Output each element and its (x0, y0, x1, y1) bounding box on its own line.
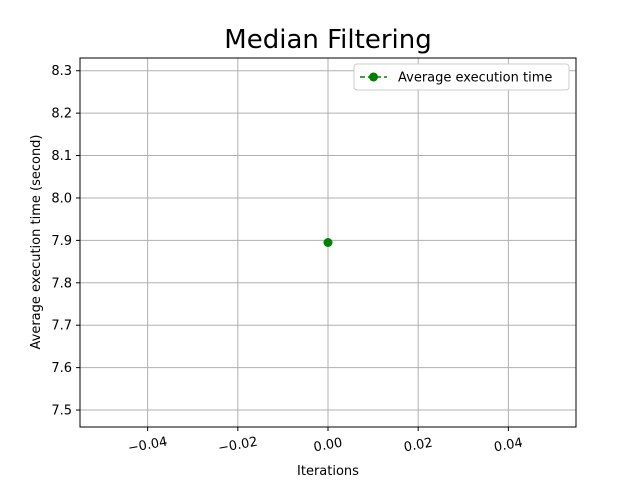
x-axis-label: Iterations (297, 464, 359, 479)
legend: Average execution time (353, 63, 570, 91)
data-point (323, 238, 333, 247)
y-tick-label: 7.6 (51, 361, 72, 376)
legend-box (353, 63, 570, 91)
legend-label: Average execution time (398, 71, 552, 86)
x-tick-label: −0.04 (127, 435, 169, 457)
x-tick-label: 0.02 (403, 436, 434, 456)
chart-title: Median Filtering (224, 25, 431, 55)
series-layer (323, 238, 333, 247)
y-tick-label: 7.7 (51, 319, 72, 334)
x-tick-label: 0.00 (313, 436, 344, 456)
y-tick-label: 8.3 (51, 64, 72, 79)
y-tick-label: 7.9 (51, 234, 72, 249)
y-tick-label: 8.2 (51, 107, 72, 122)
y-axis-label: Average execution time (second) (29, 134, 44, 349)
y-tick-label: 8.0 (51, 191, 72, 206)
y-tick-label: 7.5 (51, 404, 72, 419)
x-tick-label: −0.02 (217, 435, 259, 457)
legend-marker (369, 72, 378, 82)
y-tick-label: 8.1 (51, 149, 72, 164)
y-axis: 7.5 7.6 7.7 7.8 7.9 8.0 8.1 8.2 8.3 (51, 64, 80, 419)
x-tick-label: 0.04 (493, 436, 524, 456)
x-axis: −0.04 −0.02 0.00 0.02 0.04 (127, 427, 524, 456)
y-tick-label: 7.8 (51, 276, 72, 291)
